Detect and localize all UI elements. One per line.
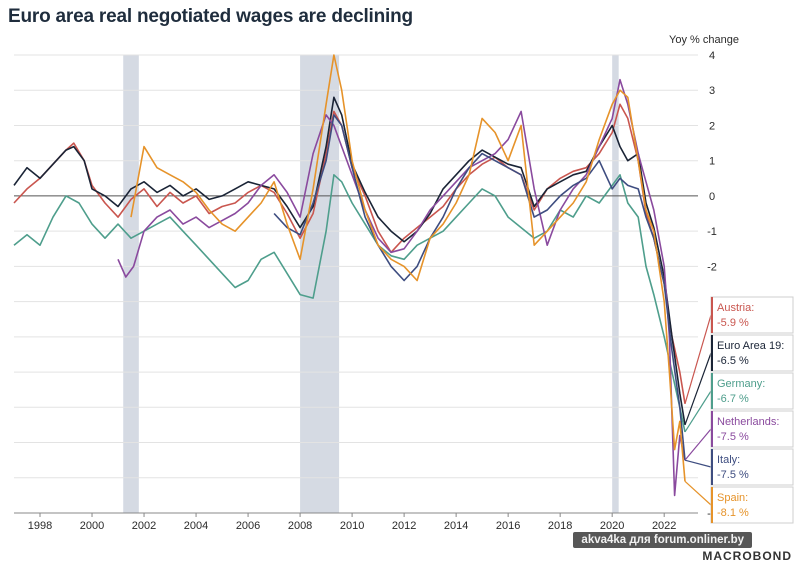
legend-swatch	[711, 335, 713, 371]
recession-band	[300, 55, 340, 513]
y-tick-label: 4	[709, 50, 715, 62]
legend-box	[710, 296, 794, 334]
x-tick-label: 2002	[132, 520, 156, 532]
legend-value: -6.7 %	[717, 393, 749, 405]
watermark: akva4ka для forum.onliner.by	[573, 532, 752, 548]
series-line-netherlands	[117, 78, 686, 497]
legend-connector	[684, 314, 712, 404]
grid-lines	[14, 54, 698, 514]
x-tick-label: 2018	[548, 520, 572, 532]
legend-swatch	[711, 487, 713, 523]
x-tick-label: 2008	[288, 520, 312, 532]
x-tick-label: 1998	[28, 520, 52, 532]
series-line-spain	[130, 54, 686, 482]
x-tick-label: 2010	[340, 520, 364, 532]
legend-value: -7.5 %	[717, 431, 749, 443]
recession-bands	[123, 55, 619, 513]
x-tick-label: 2020	[600, 520, 624, 532]
legend-connector	[684, 352, 712, 426]
legend-label: Netherlands:	[717, 416, 779, 428]
y-tick-label: 0	[709, 191, 715, 203]
x-tick-label: 2016	[496, 520, 520, 532]
legend-box	[710, 410, 794, 448]
x-tick-label: 2022	[652, 520, 676, 532]
y-tick-label: 3	[709, 85, 715, 97]
x-tick-label: 2014	[444, 520, 468, 532]
legend-value: -8.1 %	[717, 507, 749, 519]
chart-title: Euro area real negotiated wages are decl…	[8, 6, 413, 27]
series-line-italy	[273, 114, 686, 461]
legend-label: Spain:	[717, 492, 748, 504]
legend-label: Austria:	[717, 302, 754, 314]
series-line-austria	[13, 103, 686, 404]
series-line-germany	[13, 174, 686, 433]
legend-swatch	[711, 411, 713, 447]
legend-swatch	[711, 449, 713, 485]
legend-connector	[684, 390, 712, 433]
y-tick-label: -1	[707, 226, 717, 238]
legend-value: -7.5 %	[717, 469, 749, 481]
legend-box	[710, 448, 794, 486]
legend-swatch	[711, 373, 713, 409]
legend-value: -6.5 %	[717, 355, 749, 367]
legend-connector	[684, 459, 712, 468]
legend-label: Italy:	[717, 454, 740, 466]
legend-label: Germany:	[717, 378, 765, 390]
macrobond-logo: MACROBOND	[702, 549, 792, 563]
legend-box	[710, 486, 794, 524]
legend-connector	[684, 428, 712, 461]
recession-band	[612, 55, 619, 513]
series-lines	[13, 54, 686, 497]
y-tick-label: 1	[709, 156, 715, 168]
recession-band	[123, 55, 139, 513]
legend-swatch	[711, 297, 713, 333]
legend: Austria: -5.9 % Euro Area 19: -6.5 % Germany…	[684, 296, 794, 524]
y-tick-label: 2	[709, 120, 715, 132]
x-tick-label: 2004	[184, 520, 208, 532]
legend-connector	[684, 480, 712, 506]
legend-label: Euro Area 19:	[717, 340, 784, 352]
legend-value: -5.9 %	[717, 317, 749, 329]
x-tick-label: 2000	[80, 520, 104, 532]
y-tick-label: -2	[707, 261, 717, 273]
series-line-euro-area-19	[13, 96, 686, 426]
y-axis-label: Yoy % change	[669, 34, 739, 46]
x-tick-label: 2012	[392, 520, 416, 532]
x-tick-label: 2006	[236, 520, 260, 532]
